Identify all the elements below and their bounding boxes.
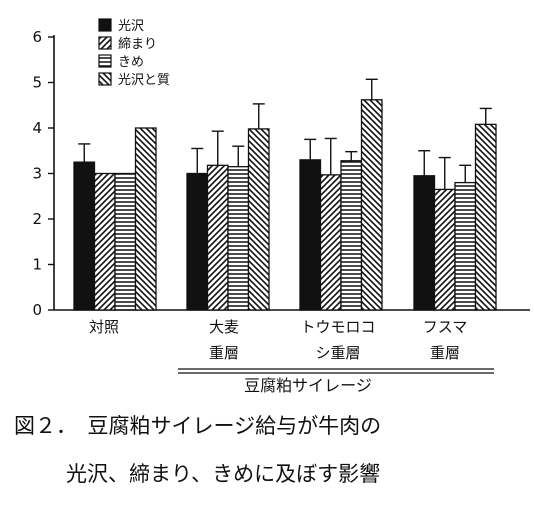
bar	[206, 164, 229, 311]
y-tick-label: 5	[32, 74, 42, 92]
figure-caption: 図２． 豆腐粕サイレージ給与が牛肉の 光沢、締まり、きめに及ぼす影響	[14, 402, 529, 498]
bar	[360, 99, 383, 311]
bar	[114, 172, 137, 311]
bar	[474, 123, 497, 311]
y-tick-label: 3	[32, 165, 42, 183]
y-tick-label: 4	[32, 119, 42, 137]
bar	[134, 127, 157, 311]
category-label: 重層	[430, 344, 460, 362]
caption-line-1: 図２． 豆腐粕サイレージ給与が牛肉の	[14, 414, 382, 438]
y-tick-label: 6	[32, 28, 42, 46]
bar	[319, 174, 342, 311]
category-label: 対照	[89, 318, 119, 336]
y-tick-label: 2	[32, 210, 42, 228]
category-label: シ重層	[315, 344, 360, 362]
bar	[454, 181, 477, 311]
bar	[413, 175, 436, 311]
bar	[73, 161, 96, 311]
legend-label: 光沢	[118, 19, 144, 34]
category-label: トウモロコ	[300, 318, 375, 336]
category-label: 重層	[209, 344, 239, 362]
legend-swatch	[98, 18, 112, 32]
bar	[227, 166, 250, 311]
legend-label: 光沢と質	[118, 73, 170, 88]
legend-label: きめ	[118, 55, 144, 70]
y-tick-label: 0	[32, 301, 42, 319]
bar	[93, 172, 116, 311]
bar	[247, 128, 270, 311]
caption-line-2: 光沢、締まり、きめに及ぼす影響	[66, 462, 381, 486]
legend-swatch	[98, 72, 112, 86]
bar	[186, 172, 209, 311]
category-label: フスマ	[423, 318, 468, 336]
legend-label: 締まり	[118, 36, 157, 52]
bar	[340, 160, 363, 311]
group-label: 豆腐粕サイレージ	[244, 376, 372, 395]
bar	[433, 188, 456, 311]
y-tick-label: 1	[32, 256, 42, 274]
bar	[299, 159, 322, 311]
legend-swatch	[98, 36, 112, 50]
category-label: 大麦	[209, 318, 239, 336]
legend-swatch	[98, 54, 112, 68]
